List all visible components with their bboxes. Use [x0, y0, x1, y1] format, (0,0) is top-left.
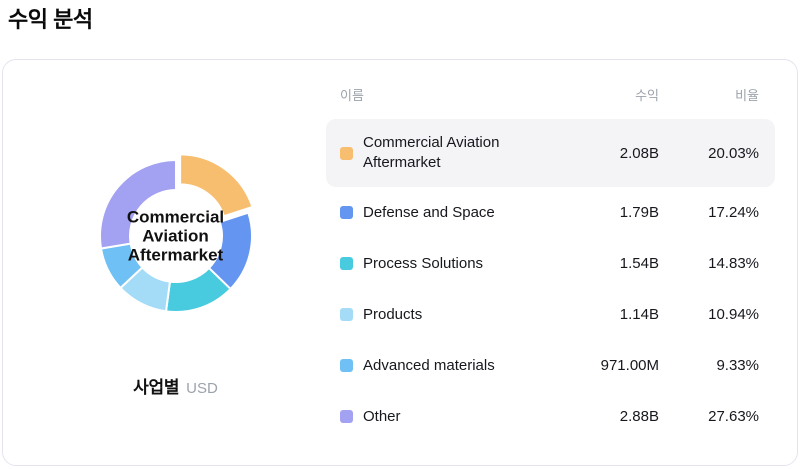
- segment-name: Advanced materials: [363, 356, 495, 374]
- donut-slice[interactable]: [178, 153, 253, 218]
- segment-ratio: 27.63%: [708, 408, 759, 425]
- segment-ratio: 9.33%: [716, 357, 759, 374]
- legend-swatch-icon: [340, 410, 353, 423]
- segment-revenue: 1.54B: [619, 255, 659, 272]
- segment-revenue: 1.14B: [619, 306, 659, 323]
- legend-swatch-icon: [340, 206, 353, 219]
- table-row[interactable]: Other 2.88B 27.63%: [326, 391, 775, 442]
- segment-ratio: 10.94%: [708, 306, 759, 323]
- donut-chart-pane: Commercial Aviation Aftermarket 사업별 USD: [3, 60, 326, 465]
- legend-swatch-icon: [340, 308, 353, 321]
- page-title: 수익 분석: [8, 7, 93, 32]
- segment-name: Commercial Aviation Aftermarket: [363, 134, 500, 171]
- segment-name: Other: [363, 407, 401, 425]
- segments-table: 이름 수익 비율 Commercial Aviation Aftermarket…: [326, 60, 797, 465]
- segment-name-cell: Products: [340, 305, 569, 325]
- table-body: Commercial Aviation Aftermarket 2.08B 20.0…: [326, 119, 775, 442]
- segment-ratio: 17.24%: [708, 204, 759, 221]
- segment-revenue: 1.79B: [619, 204, 659, 221]
- segment-revenue: 2.88B: [619, 408, 659, 425]
- table-row[interactable]: Defense and Space 1.79B 17.24%: [326, 187, 775, 238]
- segment-name-cell: Defense and Space: [340, 203, 569, 223]
- segment-name: Process Solutions: [363, 254, 484, 272]
- segment-ratio: 14.83%: [708, 255, 759, 272]
- header-ratio: 비율: [735, 87, 759, 103]
- segment-name-cell: Other: [340, 407, 569, 427]
- revenue-analysis-card: Commercial Aviation Aftermarket 사업별 USD …: [2, 59, 798, 466]
- table-header-row: 이름 수익 비율: [326, 85, 775, 103]
- segment-name-cell: Advanced materials: [340, 356, 569, 376]
- segment-ratio: 20.03%: [708, 144, 759, 162]
- table-row[interactable]: Advanced materials 971.00M 9.33%: [326, 340, 775, 391]
- segment-name-cell: Process Solutions: [340, 254, 569, 274]
- donut-chart[interactable]: Commercial Aviation Aftermarket: [86, 146, 266, 326]
- chart-currency-label: USD: [186, 380, 218, 397]
- segment-name: Defense and Space: [363, 203, 495, 221]
- donut-svg: [98, 153, 253, 313]
- segment-name: Products: [363, 305, 423, 323]
- legend-swatch-icon: [340, 146, 353, 160]
- table-row[interactable]: Process Solutions 1.54B 14.83%: [326, 238, 775, 289]
- segment-revenue: 971.00M: [600, 357, 659, 374]
- segment-revenue: 2.08B: [619, 144, 659, 162]
- legend-swatch-icon: [340, 359, 353, 372]
- header-name: 이름: [340, 87, 364, 103]
- header-revenue: 수익: [635, 87, 659, 103]
- table-row[interactable]: Commercial Aviation Aftermarket 2.08B 20.0…: [326, 119, 775, 187]
- chart-group-by-label: 사업별: [133, 378, 180, 397]
- legend-swatch-icon: [340, 257, 353, 270]
- revenue-analysis-page: 수익 분석 Commercial Aviation Aftermarket 사업…: [0, 6, 800, 469]
- donut-slice[interactable]: [98, 159, 177, 250]
- segment-name-cell: Commercial Aviation Aftermarket: [340, 133, 569, 173]
- table-row[interactable]: Products 1.14B 10.94%: [326, 289, 775, 340]
- chart-caption: 사업별 USD: [133, 373, 218, 398]
